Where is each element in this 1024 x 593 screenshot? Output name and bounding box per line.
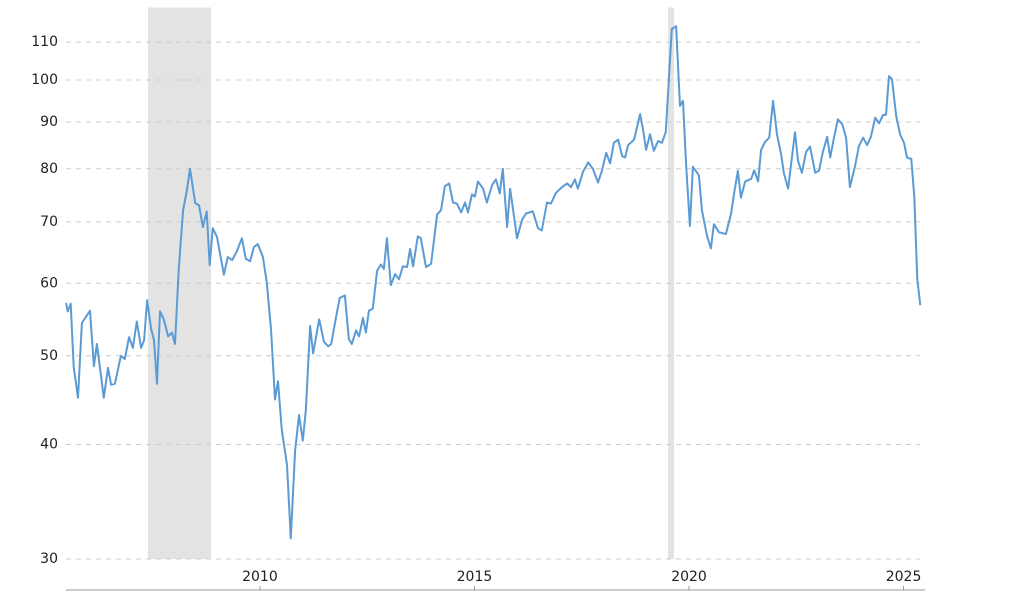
x-tick-label: 2015 <box>457 569 493 585</box>
y-tick-label: 60 <box>40 275 58 291</box>
y-tick-label: 90 <box>40 114 58 130</box>
y-tick-label: 40 <box>40 437 58 453</box>
y-tick-label: 80 <box>40 161 58 177</box>
y-tick-label: 70 <box>40 214 58 230</box>
x-tick-label: 2025 <box>886 569 922 585</box>
data-line <box>65 25 922 540</box>
y-tick-label: 30 <box>40 551 58 567</box>
y-tick-label: 100 <box>31 72 58 88</box>
x-tick-label: 2010 <box>242 569 278 585</box>
y-tick-label: 110 <box>31 34 58 50</box>
y-tick-label: 50 <box>40 348 58 364</box>
x-tick-label: 2020 <box>671 569 707 585</box>
